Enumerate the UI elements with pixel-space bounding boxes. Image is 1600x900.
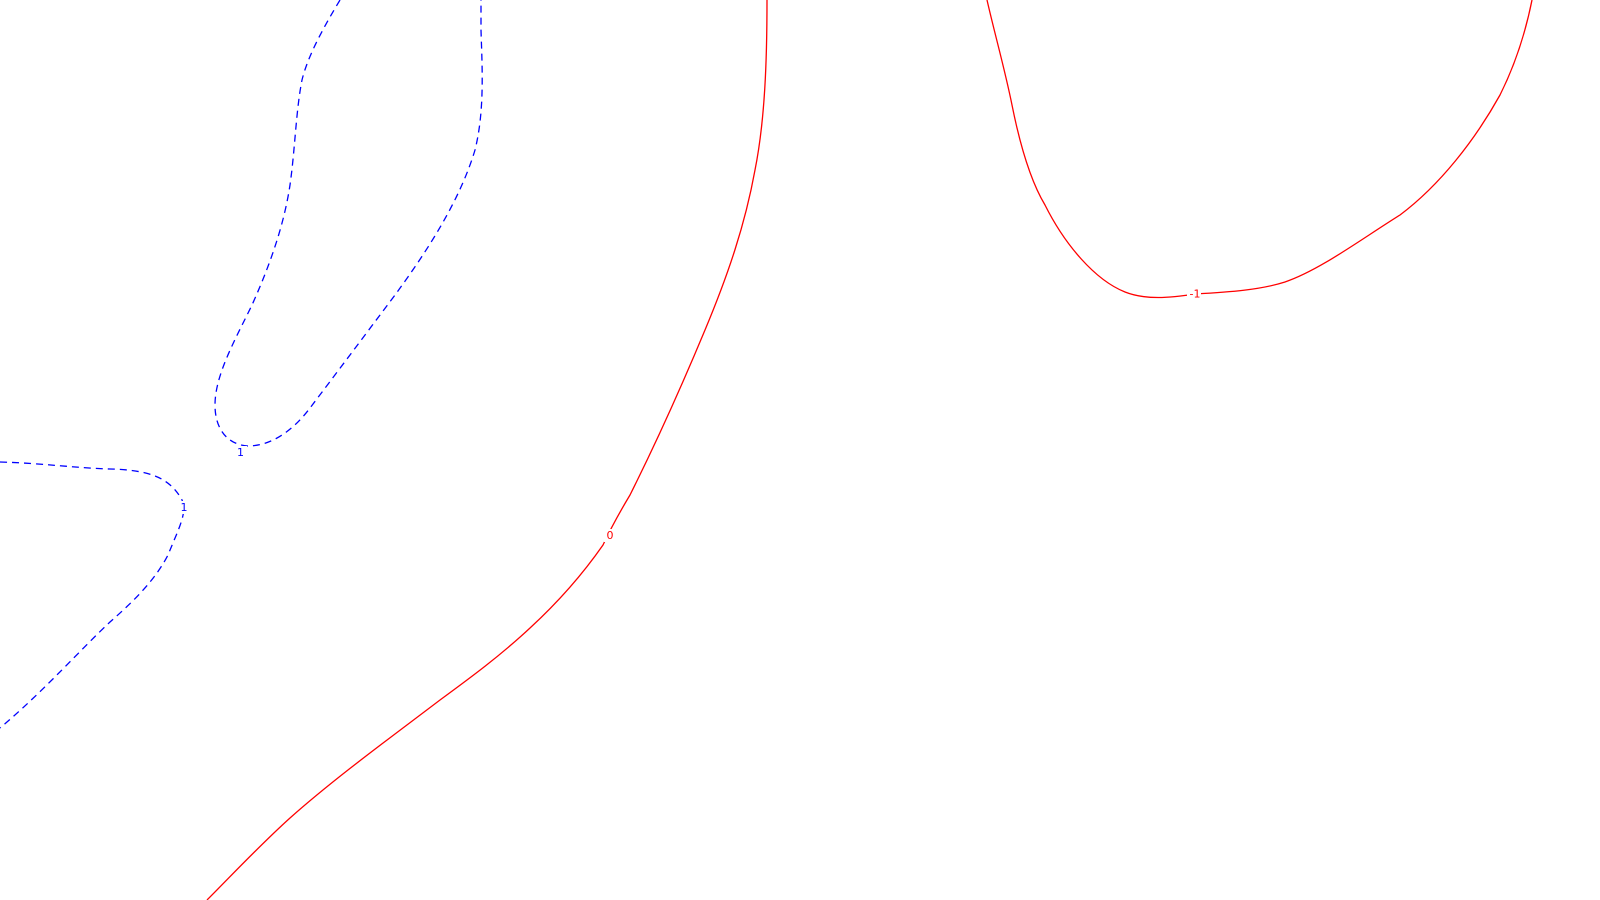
label-bg-1-upper [234,446,247,459]
contour-label-neg1: -1 [1190,288,1201,301]
contour-line-1-left [0,461,185,729]
contour-line-1-upper [214,0,483,447]
contour-label-1-upper: 1 [237,446,244,459]
contour-line-neg1 [986,0,1533,299]
contour-label-1-left: 1 [181,501,188,514]
label-bg-0 [604,529,616,542]
contour-line-0 [206,0,768,900]
label-bg-1-left [178,501,190,514]
contour-label-0: 0 [607,529,614,542]
label-bg-neg1 [1187,288,1201,301]
